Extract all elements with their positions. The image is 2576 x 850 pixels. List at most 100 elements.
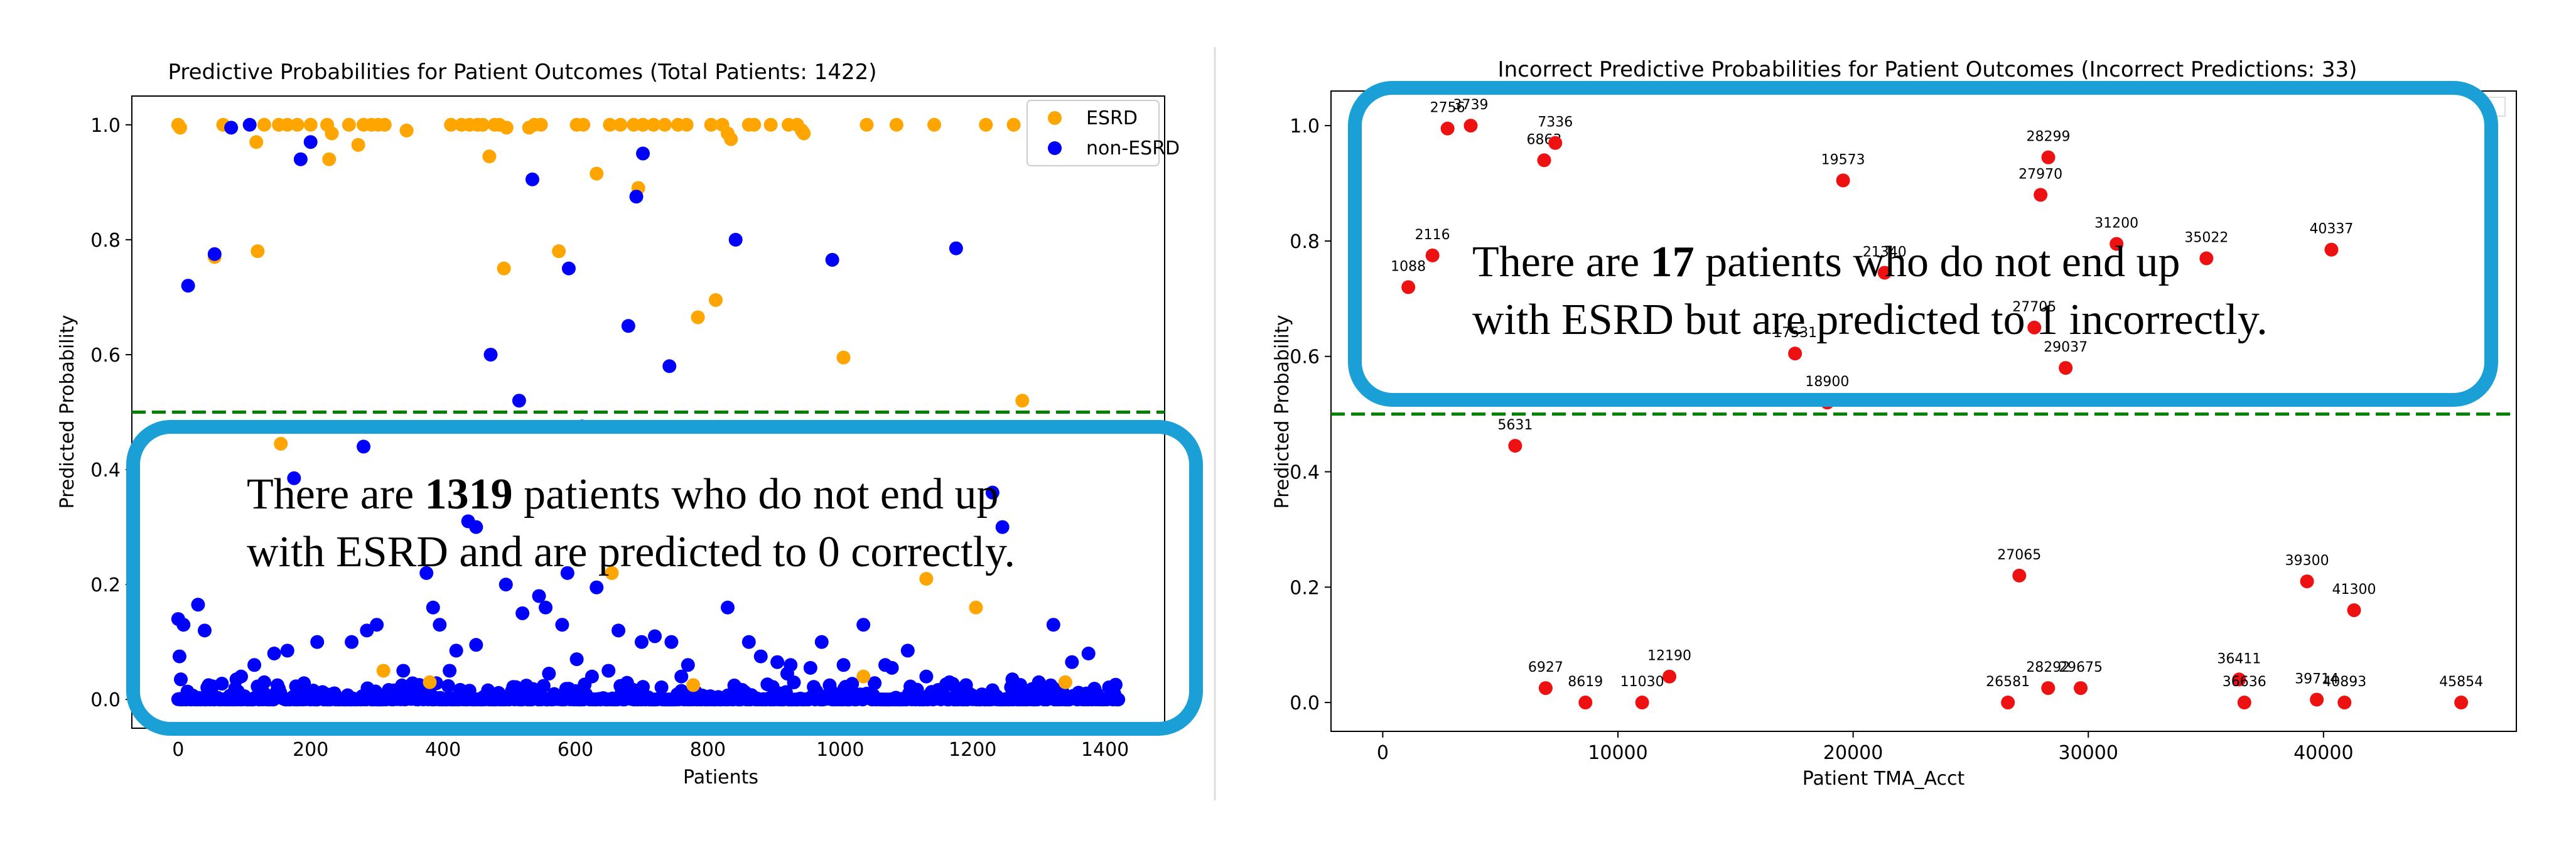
right-point-incorrect [1463, 119, 1478, 133]
left-point-esrd [860, 117, 874, 132]
left-point-non-esrd [433, 618, 447, 632]
left-point-non-esrd [191, 598, 205, 612]
left-chart-panel: Predictive Probabilities for Patient Out… [57, 60, 1203, 788]
left-point-non-esrd [181, 279, 195, 293]
left-point-non-esrd [590, 580, 604, 594]
left-point-non-esrd [207, 247, 222, 261]
left-point-esrd [342, 117, 356, 132]
left-point-non-esrd [995, 520, 1010, 534]
left-point-non-esrd [601, 664, 616, 678]
right-point-incorrect [1401, 280, 1416, 294]
right-point-incorrect [1537, 153, 1551, 168]
left-point-esrd [603, 117, 617, 132]
left-point-non-esrd [634, 635, 649, 649]
left-point-non-esrd [532, 589, 546, 603]
right-point-label: 2116 [1415, 227, 1450, 243]
left-point-non-esrd [197, 623, 212, 638]
left-point-non-esrd [569, 652, 584, 667]
left-y-tick-label: 0.6 [90, 345, 121, 367]
right-point-incorrect [2027, 320, 2042, 335]
left-point-esrd [423, 675, 437, 689]
left-point-non-esrd [662, 359, 677, 374]
right-annotation-line1: There are 17 patients who do not end up [1472, 238, 2180, 286]
left-legend: ESRD non-ESRD [1027, 100, 1180, 166]
left-point-esrd [590, 166, 604, 181]
left-point-esrd [747, 117, 762, 132]
left-point-non-esrd [512, 394, 526, 408]
left-point-non-esrd [555, 618, 569, 632]
left-point-non-esrd [621, 319, 635, 333]
right-point-incorrect [2324, 242, 2339, 257]
right-point-incorrect [1663, 669, 1677, 684]
left-y-tick-label: 1.0 [90, 115, 121, 137]
legend-marker-esrd [1048, 111, 1062, 125]
left-point-non-esrd [674, 669, 689, 684]
left-point-non-esrd [753, 649, 768, 664]
left-point-non-esrd-near-zero [654, 680, 669, 694]
left-point-esrd [797, 126, 811, 141]
right-y-tick-label: 0.6 [1290, 347, 1320, 369]
left-point-non-esrd [1065, 655, 1079, 669]
right-point-incorrect [2232, 672, 2246, 687]
right-x-tick-label: 0 [1377, 742, 1389, 764]
right-plot-frame [1330, 90, 2517, 732]
right-point-incorrect [1877, 266, 1892, 280]
left-point-non-esrd [257, 675, 271, 689]
left-point-non-esrd [443, 664, 457, 678]
left-point-non-esrd [885, 660, 899, 675]
left-point-non-esrd [919, 669, 934, 684]
left-point-non-esrd [303, 135, 318, 149]
left-point-esrd [257, 117, 271, 132]
left-point-non-esrd-near-zero [215, 677, 229, 691]
left-point-esrd [280, 117, 294, 132]
right-point-label: 6927 [1528, 660, 1563, 675]
left-x-tick-label: 1200 [949, 739, 996, 761]
left-point-non-esrd [612, 623, 626, 638]
right-y-tick-label: 0.4 [1290, 461, 1320, 483]
right-chart-title: Incorrect Predictive Probabilities for P… [1498, 57, 2358, 82]
left-point-non-esrd [561, 261, 576, 276]
right-point-incorrect [2041, 150, 2056, 164]
left-point-esrd [979, 117, 993, 132]
left-point-esrd [444, 117, 458, 132]
right-point-label: 18900 [1805, 374, 1849, 390]
left-point-esrd [274, 436, 288, 451]
left-point-esrd [1058, 675, 1072, 689]
left-chart-axes: 0 200 400 600 800 1000 1200 1400 0.0 0.2 0.4 0.6 0.8… [90, 115, 1129, 761]
left-point-esrd [173, 121, 187, 135]
left-point-non-esrd [539, 600, 553, 615]
right-point-incorrect [1578, 696, 1593, 710]
left-point-non-esrd [949, 241, 963, 256]
right-x-tick-label: 40000 [2293, 742, 2353, 764]
left-point-non-esrd [560, 566, 574, 580]
left-point-esrd [686, 678, 701, 692]
left-point-non-esrd [900, 643, 915, 658]
left-point-esrd [927, 117, 942, 132]
left-point-non-esrd [247, 658, 262, 672]
left-point-non-esrd [1032, 675, 1046, 689]
right-point-label: 28292 [2026, 660, 2070, 675]
left-point-non-esrd [224, 121, 239, 135]
left-point-non-esrd-near-zero [536, 679, 551, 693]
left-point-non-esrd [836, 658, 851, 672]
left-point-esrd [1006, 117, 1021, 132]
left-point-non-esrd [357, 439, 371, 454]
left-chart-title: Predictive Probabilities for Patient Out… [168, 60, 877, 85]
left-point-non-esrd-near-zero [412, 677, 426, 692]
left-point-non-esrd [741, 635, 756, 649]
right-point-label: 26581 [1986, 674, 2030, 690]
left-point-non-esrd [469, 638, 483, 652]
left-point-esrd [482, 149, 497, 164]
left-point-esrd [325, 126, 339, 141]
right-point-incorrect [1548, 136, 1563, 150]
left-point-esrd [1015, 394, 1030, 408]
left-point-non-esrd [267, 646, 281, 660]
left-point-esrd [709, 293, 723, 307]
right-x-tick-label: 20000 [1823, 742, 1883, 764]
left-annotation-line1: There are 1319 patients who do not end u… [247, 470, 998, 519]
left-point-esrd [636, 117, 650, 132]
left-point-esrd [605, 566, 619, 580]
left-point-non-esrd [825, 252, 839, 267]
right-point-incorrect [1425, 248, 1440, 262]
